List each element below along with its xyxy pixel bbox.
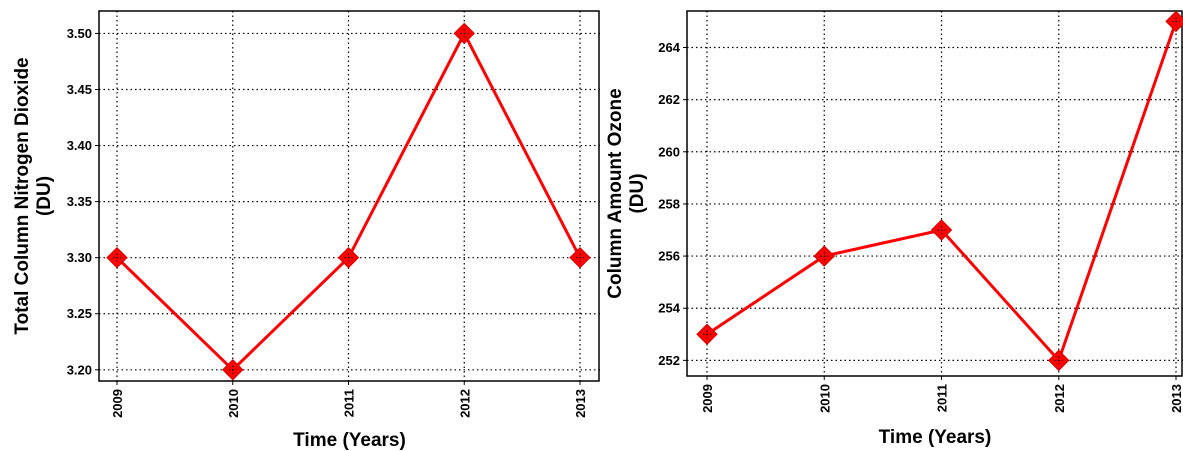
y-tick-label: 260 bbox=[658, 144, 680, 159]
plot-frame bbox=[686, 10, 1183, 377]
y-tick-label: 264 bbox=[658, 40, 680, 55]
x-tick-label: 2011 bbox=[935, 384, 950, 412]
plot-frame bbox=[98, 10, 600, 382]
x-tick-label: 2012 bbox=[1052, 384, 1067, 413]
y-axis-label: Column Amount Ozone bbox=[605, 88, 626, 298]
x-tick-label: 2009 bbox=[110, 389, 125, 418]
y-tick-label: 3.30 bbox=[67, 250, 92, 265]
y-tick-label: 258 bbox=[658, 196, 680, 211]
y-axis-label: (DU) bbox=[627, 173, 648, 213]
y-tick-label: 3.40 bbox=[67, 138, 92, 153]
y-tick-label: 3.35 bbox=[67, 194, 92, 209]
y-axis-label: (DU) bbox=[34, 176, 55, 216]
x-tick-label: 2011 bbox=[342, 389, 357, 417]
y-tick-label: 262 bbox=[658, 92, 680, 107]
x-tick-label: 2012 bbox=[457, 389, 472, 418]
data-point-marker bbox=[1165, 10, 1183, 33]
y-tick-label: 3.20 bbox=[67, 362, 92, 377]
y-tick-label: 254 bbox=[658, 301, 680, 316]
x-tick-label: 2013 bbox=[1169, 384, 1183, 413]
y-tick-label: 3.25 bbox=[67, 306, 92, 321]
x-axis-label: Time (Years) bbox=[879, 427, 992, 448]
x-tick-label: 2013 bbox=[573, 389, 588, 418]
y-tick-label: 252 bbox=[658, 353, 680, 368]
no2-chart: 3.20 3.25 3.30 3.35 3.40 3.45 3.50 2009 2010 2011… bbox=[12, 10, 600, 451]
y-tick-label: 3.45 bbox=[67, 82, 92, 97]
ozone-chart: 252 254 256 258 260 262 264 2009 2010 2011 2012 201… bbox=[605, 10, 1183, 448]
x-axis-label: Time (Years) bbox=[293, 430, 406, 451]
y-tick-label: 256 bbox=[658, 249, 680, 264]
x-tick-label: 2010 bbox=[817, 384, 832, 413]
x-tick-label: 2009 bbox=[700, 384, 715, 413]
y-axis-label: Total Column Nitrogen Dioxide bbox=[12, 57, 33, 334]
series-line bbox=[706, 20, 1178, 364]
y-tick-label: 3.50 bbox=[67, 26, 92, 41]
x-tick-label: 2010 bbox=[226, 389, 241, 418]
